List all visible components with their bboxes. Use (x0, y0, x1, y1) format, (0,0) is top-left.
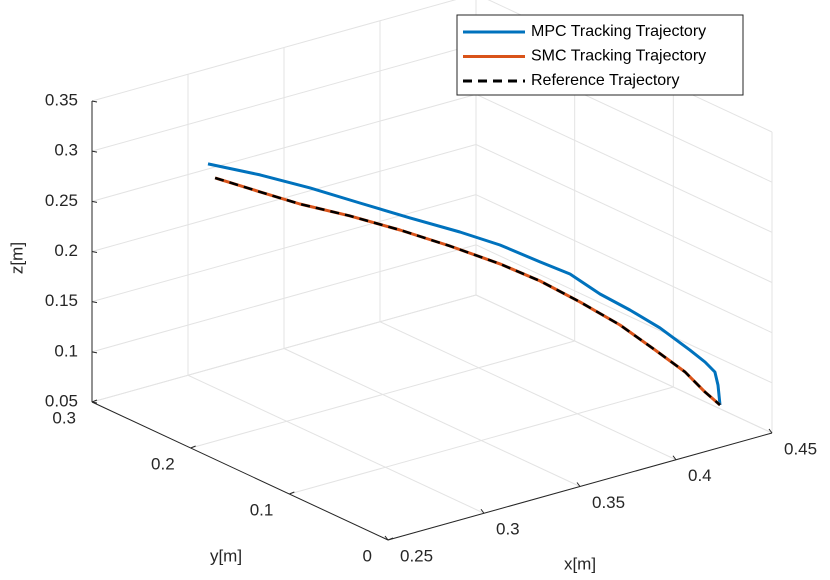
legend-label: MPC Tracking Trajectory (531, 23, 706, 40)
x-tick (576, 482, 581, 487)
legend-label: SMC Tracking Trajectory (531, 48, 706, 65)
z-tick-label: 0.3 (54, 141, 78, 160)
series-line (214, 176, 721, 406)
z-tick-label: 0.25 (45, 191, 78, 210)
y-axis-label: y[m] (210, 546, 242, 565)
plot-area (207, 162, 722, 407)
y-tick-label: 0.2 (151, 454, 175, 473)
z-tick (91, 251, 98, 253)
x-tick-label: 0.4 (688, 466, 712, 485)
grid-line (283, 348, 581, 487)
x-tick-label: 0.45 (784, 439, 817, 458)
grid-line (187, 374, 485, 514)
x-axis-label: x[m] (564, 554, 596, 573)
x-tick-label: 0.3 (496, 520, 520, 539)
legend-label: Reference Trajectory (531, 72, 680, 89)
grid-line (475, 294, 773, 434)
y-tick (387, 537, 394, 541)
z-tick (91, 200, 98, 203)
grid-line (91, 93, 477, 202)
grid-line (379, 321, 677, 461)
y-tick-label: 0 (363, 546, 372, 565)
z-tick (91, 351, 98, 354)
z-axis-label: z[m] (7, 242, 26, 274)
grid-line (475, 194, 773, 334)
legend: MPC Tracking Trajectory SMC Tracking Traj… (456, 14, 744, 96)
y-tick (289, 491, 295, 495)
grid-line (475, 244, 773, 384)
grid-line (91, 194, 477, 303)
x-tick (672, 455, 677, 461)
y-tick-label: 0.1 (250, 500, 274, 519)
z-tick-label: 0.2 (54, 241, 78, 260)
z-tick (91, 150, 98, 153)
grid-line (91, 244, 477, 353)
z-tick (91, 301, 98, 304)
grid-line (475, 144, 773, 283)
y-tick-label: 0.3 (52, 408, 76, 427)
axes: 0.250.30.350.40.4500.10.20.30.050.10.150… (45, 90, 817, 565)
grid-line (91, 43, 477, 152)
z-tick-label: 0.35 (45, 90, 78, 109)
y-axis-line (91, 401, 389, 541)
x-tick (768, 428, 773, 434)
x-tick (480, 508, 485, 514)
x-tick-label: 0.25 (400, 546, 433, 565)
z-tick-label: 0.05 (45, 391, 78, 410)
grid-line (475, 93, 773, 233)
grid-line (190, 340, 575, 449)
z-tick-label: 0.1 (54, 341, 78, 360)
grid-line (91, 294, 477, 403)
grid-line (91, 0, 457, 102)
series-line (207, 162, 722, 406)
x-tick (384, 535, 389, 541)
z-tick (91, 401, 98, 404)
y-tick (190, 445, 196, 449)
z-tick-label: 0.15 (45, 291, 78, 310)
grid-line (289, 386, 674, 495)
x-tick-label: 0.35 (592, 493, 625, 512)
z-tick (91, 100, 98, 103)
